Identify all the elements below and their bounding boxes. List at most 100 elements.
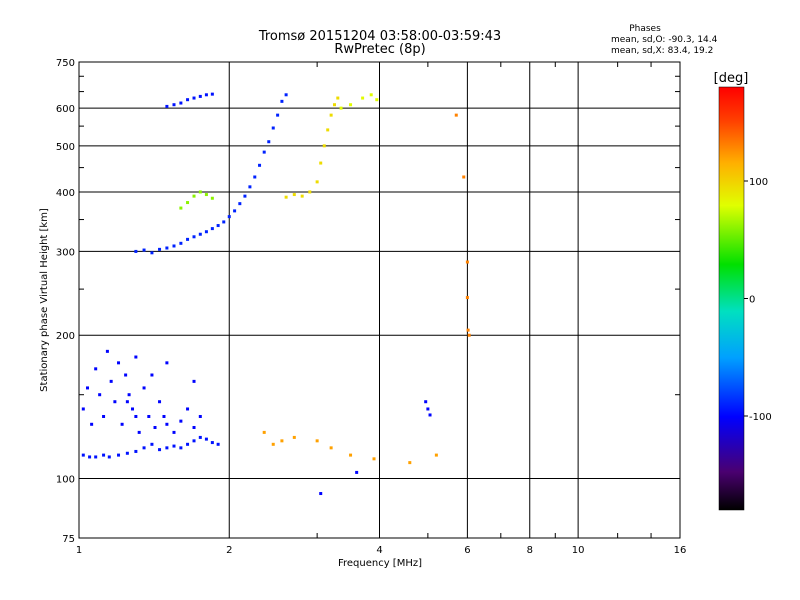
data-point [210,227,214,231]
data-point [262,150,266,154]
data-point [349,103,353,107]
data-point [150,373,154,377]
data-point [267,140,271,144]
data-point [339,106,343,110]
data-point [117,361,121,365]
data-point [102,414,106,418]
data-point [81,407,85,411]
data-point [94,455,98,459]
x-axis-ticks: 1 2 4 6 8 10 16 [76,62,687,556]
data-point [131,407,135,411]
data-point [204,193,208,197]
x-axis-label: Frequency [MHz] [338,558,422,569]
y-tick-label: 100 [56,475,75,486]
data-point [466,328,470,332]
colorbar-ticks: 100 0 -100 [744,177,772,423]
data-point [105,349,109,353]
data-point [204,93,208,97]
data-point [172,103,176,107]
data-point [238,202,242,206]
data-point [162,414,166,418]
data-point [198,414,202,418]
colorbar-tick-label: -100 [749,412,772,423]
data-point [216,224,220,228]
data-point [372,457,376,461]
y-axis-label: Stationary phase Virtual Height [km] [39,208,50,392]
data-point [179,241,183,245]
data-point [172,430,176,434]
data-point [124,373,128,377]
data-point [102,453,106,457]
data-point [315,439,319,443]
data-point [332,103,336,107]
data-point [134,449,138,453]
colorbar-tick-label: 0 [749,295,755,306]
data-point [142,446,146,450]
data-point [300,194,304,198]
data-point [276,113,280,117]
y-tick-label: 500 [56,142,75,153]
data-point [186,98,190,102]
data-point [153,425,157,429]
data-point [192,194,196,198]
data-point [142,248,146,252]
data-point [319,492,323,496]
data-point [204,437,208,441]
colorbar-tick-label: 100 [749,177,768,188]
x-tick-label: 16 [674,545,687,556]
data-point [308,190,312,194]
data-point [319,161,323,165]
plot-area: 1 2 4 6 8 10 16 75 100 200 300 400 500 600 750 [56,58,686,556]
y-tick-label: 200 [56,331,75,342]
data-point [361,96,365,100]
data-point [134,355,138,359]
x-tick-label: 4 [376,545,382,556]
data-point [186,237,190,241]
data-point [428,413,432,417]
data-point [426,407,430,411]
data-point [280,439,284,443]
data-point [134,414,138,418]
data-point [172,444,176,448]
colorbar-gradient [718,86,745,511]
data-point [150,442,154,446]
data-point [94,367,98,371]
data-point [137,430,141,434]
data-point [186,201,190,205]
data-point [81,453,85,457]
data-point [179,206,183,210]
data-point [355,470,359,474]
data-point [107,455,111,459]
data-point [86,386,90,390]
y-tick-label: 750 [56,58,75,69]
data-point [210,441,214,445]
data-point [434,453,438,457]
data-point [109,379,113,383]
data-point [198,232,202,236]
x-tick-label: 1 [76,545,82,556]
data-point [90,422,94,426]
data-point [349,453,353,457]
data-point [158,400,162,404]
data-point [262,430,266,434]
data-point [165,446,169,450]
data-point [329,446,333,450]
x-tick-label: 6 [464,545,470,556]
data-point [210,92,214,96]
data-point [375,98,379,102]
data-point [280,99,284,103]
grid [79,62,680,538]
data-point [322,144,326,148]
data-point [165,104,169,108]
x-tick-label: 8 [527,545,533,556]
data-point [172,244,176,248]
data-point [465,296,469,300]
data-point [179,446,183,450]
data-point [292,193,296,197]
data-point [147,414,151,418]
data-point [243,194,247,198]
colorbar: [deg] 100 0 -100 [714,71,772,511]
chart-title: Tromsø 20151204 03:58:00-03:59:43 [258,29,501,44]
data-point [142,386,146,390]
